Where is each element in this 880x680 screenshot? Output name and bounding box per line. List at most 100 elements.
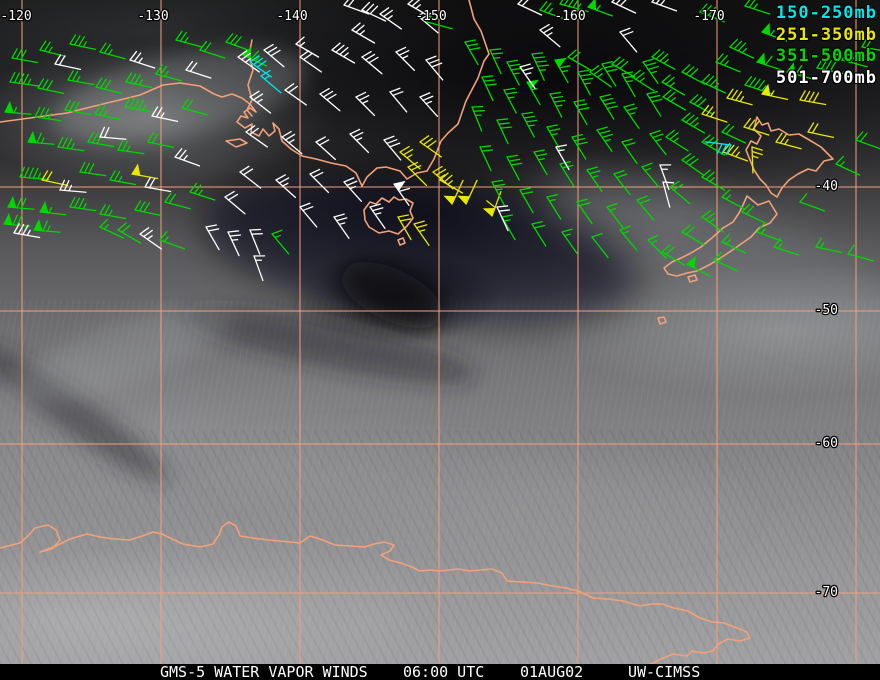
wind-barb: [275, 174, 296, 199]
barb-feather: [249, 127, 259, 136]
wind-barb: [139, 227, 162, 250]
wind-barb: [129, 50, 156, 69]
barb-half-feather: [547, 7, 553, 14]
barb-half-feather: [644, 167, 652, 172]
barb-staff: [554, 59, 569, 84]
wind-barb: [425, 55, 444, 81]
barb-feather: [79, 161, 86, 173]
barb-staff: [349, 133, 370, 154]
barb-half-feather: [709, 111, 715, 118]
barb-staff: [225, 41, 252, 52]
barb-half-feather: [160, 112, 165, 119]
barb-staff: [555, 146, 570, 171]
barb-half-feather: [591, 175, 599, 179]
barb-half-feather: [777, 243, 783, 250]
wind-barb: [69, 34, 97, 51]
barb-staff: [599, 96, 615, 120]
barb-feather: [69, 34, 77, 45]
barb-feather: [139, 227, 150, 235]
graticule-lines: [0, 0, 880, 664]
wind-barb: [299, 50, 322, 73]
barb-feather: [471, 105, 484, 108]
longitude-label: -120: [0, 9, 31, 24]
barb-feather: [662, 181, 675, 184]
barb-feather: [278, 177, 290, 184]
barb-feather: [147, 132, 155, 143]
wind-barb: [479, 145, 494, 172]
barb-staff: [651, 56, 676, 70]
barb-half-feather: [770, 90, 775, 97]
barb-feather: [281, 130, 292, 138]
barb-staff: [606, 206, 624, 229]
barb-feather: [95, 77, 103, 88]
barb-feather: [326, 93, 337, 101]
barb-half-feather: [548, 198, 556, 202]
wind-barb: [501, 214, 516, 241]
barb-feather: [143, 202, 150, 213]
barb-feather: [398, 49, 410, 56]
barb-half-feather: [550, 133, 558, 136]
barb-feather: [745, 205, 755, 215]
barb-half-feather: [650, 240, 658, 244]
barb-feather: [128, 97, 136, 109]
barb-feather: [392, 91, 404, 97]
wind-barb: [99, 218, 125, 239]
barb-feather: [642, 58, 654, 63]
barb-feather: [38, 107, 45, 119]
wind-barb: [555, 144, 570, 171]
barb-staff: [343, 181, 363, 202]
barb-feather: [364, 53, 376, 61]
barb-feather: [432, 165, 443, 173]
wind-barb: [399, 145, 421, 170]
wind-barb: [159, 231, 186, 250]
wind-barb: [33, 219, 61, 233]
barb-staff: [64, 109, 92, 116]
barb-half-feather: [40, 137, 45, 144]
wind-barb: [147, 132, 175, 149]
barb-half-feather: [493, 56, 501, 59]
barb-staff: [589, 71, 612, 88]
barb-feather: [619, 0, 629, 7]
barb-feather: [613, 169, 625, 175]
wind-barb: [39, 40, 66, 57]
barb-feather: [241, 52, 251, 61]
barb-feather: [705, 75, 715, 85]
barb-staff: [159, 239, 186, 250]
barb-staff: [189, 191, 216, 201]
barb-feather: [681, 64, 691, 73]
barb-staff: [224, 196, 246, 215]
wind-barb: [39, 201, 67, 216]
barb-half-feather: [108, 209, 113, 217]
barb-feather: [91, 132, 99, 144]
barb-staff: [559, 3, 589, 13]
wind-barb: [539, 1, 566, 20]
barb-feather: [349, 128, 361, 135]
barb-half-feather: [660, 168, 669, 170]
barb-feather: [224, 190, 235, 198]
wind-barb: [841, 50, 868, 68]
barb-staff: [174, 156, 201, 167]
barb-feather: [576, 198, 588, 203]
barb-feather: [371, 207, 384, 212]
barb-staff: [773, 246, 800, 256]
barb-half-feather: [48, 46, 53, 53]
barb-staff: [125, 81, 153, 89]
wind-barb: [164, 192, 191, 210]
barb-staff: [756, 61, 783, 71]
barb-feather: [725, 125, 735, 135]
wind-barb: [647, 234, 668, 260]
latitude-label: -60: [815, 436, 838, 451]
wind-barb: [669, 180, 691, 205]
barb-staff: [419, 141, 442, 158]
barb-feather: [553, 99, 566, 103]
wind-barb: [546, 194, 562, 220]
wind-barb: [253, 255, 266, 282]
coastline-nz-south-island: [663, 195, 778, 277]
barb-feather: [555, 144, 568, 148]
barb-feather: [493, 183, 506, 187]
barb-staff: [299, 206, 318, 228]
barb-staff: [99, 226, 125, 239]
barb-feather: [743, 117, 752, 128]
barb-staff: [59, 189, 87, 193]
barb-half-feather: [708, 218, 715, 223]
